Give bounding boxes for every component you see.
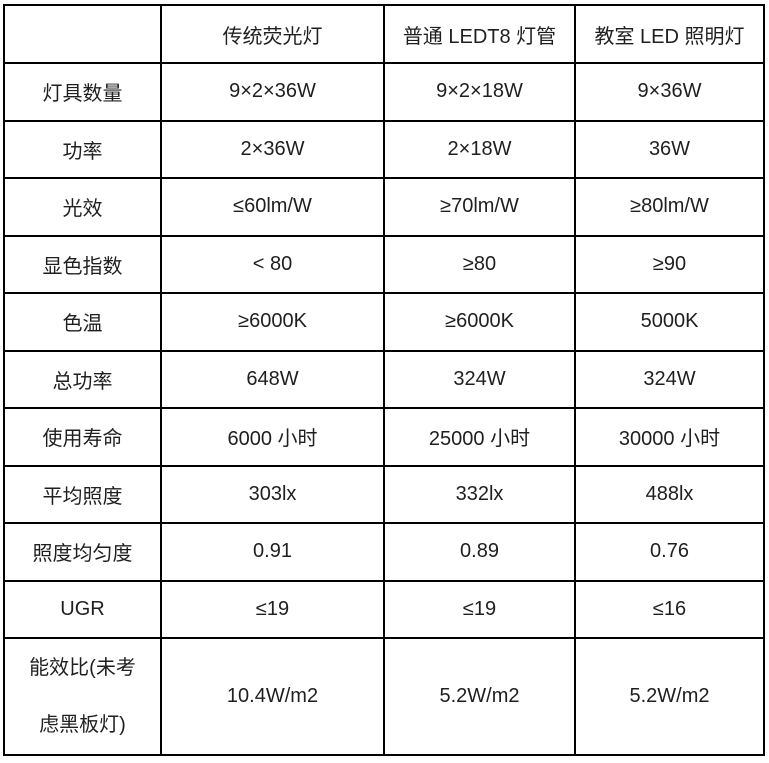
cell-value: ≥90 (574, 234, 765, 294)
cell-value: < 80 (160, 234, 385, 294)
row-label: 光效 (3, 177, 162, 237)
cell-value: ≤19 (383, 579, 576, 639)
cell-value: ≥80 (383, 234, 576, 294)
cell-value: 2×36W (160, 119, 385, 179)
cell-value: ≤60lm/W (160, 177, 385, 237)
cell-value: 5.2W/m2 (383, 637, 576, 756)
cell-value: 9×36W (574, 62, 765, 122)
header-row: 传统荧光灯 普通 LEDT8 灯管 教室 LED 照明灯 (3, 4, 765, 64)
cell-value: 2×18W (383, 119, 576, 179)
cell-value: 30000 小时 (574, 407, 765, 467)
cell-value: ≥6000K (383, 292, 576, 352)
table-row-uniformity: 照度均匀度 0.91 0.89 0.76 (3, 522, 765, 582)
cell-value: ≤19 (160, 579, 385, 639)
column-header-classroom-led: 教室 LED 照明灯 (574, 4, 765, 64)
row-label: 照度均匀度 (3, 522, 162, 582)
row-label: 总功率 (3, 349, 162, 409)
table-row-luminous-efficacy: 光效 ≤60lm/W ≥70lm/W ≥80lm/W (3, 177, 765, 237)
cell-value: 9×2×18W (383, 62, 576, 122)
row-label: 使用寿命 (3, 407, 162, 467)
row-label: 功率 (3, 119, 162, 179)
cell-value: 648W (160, 349, 385, 409)
cell-value: 10.4W/m2 (160, 637, 385, 756)
table-row-lifespan: 使用寿命 6000 小时 25000 小时 30000 小时 (3, 407, 765, 467)
row-label: 色温 (3, 292, 162, 352)
cell-value: ≥70lm/W (383, 177, 576, 237)
corner-cell (3, 4, 162, 64)
cell-value: 0.76 (574, 522, 765, 582)
cell-value: 324W (383, 349, 576, 409)
row-label: 能效比(未考 虑黑板灯) (3, 637, 162, 756)
cell-value: 332lx (383, 464, 576, 524)
cell-value: 324W (574, 349, 765, 409)
column-header-led-t8: 普通 LEDT8 灯管 (383, 4, 576, 64)
lighting-comparison-table: 传统荧光灯 普通 LEDT8 灯管 教室 LED 照明灯 灯具数量 9×2×36… (3, 4, 765, 756)
row-label: 显色指数 (3, 234, 162, 294)
cell-value: 488lx (574, 464, 765, 524)
cell-value: 0.89 (383, 522, 576, 582)
cell-value: 6000 小时 (160, 407, 385, 467)
table-row-ugr: UGR ≤19 ≤19 ≤16 (3, 579, 765, 639)
cell-value: ≤16 (574, 579, 765, 639)
cell-value: 9×2×36W (160, 62, 385, 122)
cell-value: 36W (574, 119, 765, 179)
row-label: 灯具数量 (3, 62, 162, 122)
table-row-avg-illuminance: 平均照度 303lx 332lx 488lx (3, 464, 765, 524)
table-row-energy-efficiency-ratio: 能效比(未考 虑黑板灯) 10.4W/m2 5.2W/m2 5.2W/m2 (3, 637, 765, 756)
cell-value: 303lx (160, 464, 385, 524)
column-header-fluorescent: 传统荧光灯 (160, 4, 385, 64)
table-row-total-power: 总功率 648W 324W 324W (3, 349, 765, 409)
cell-value: 0.91 (160, 522, 385, 582)
cell-value: ≥80lm/W (574, 177, 765, 237)
row-label: UGR (3, 579, 162, 639)
table-row-power: 功率 2×36W 2×18W 36W (3, 119, 765, 179)
table-row-cri: 显色指数 < 80 ≥80 ≥90 (3, 234, 765, 294)
table-row-lamp-count: 灯具数量 9×2×36W 9×2×18W 9×36W (3, 62, 765, 122)
cell-value: 25000 小时 (383, 407, 576, 467)
cell-value: 5.2W/m2 (574, 637, 765, 756)
table-row-color-temperature: 色温 ≥6000K ≥6000K 5000K (3, 292, 765, 352)
cell-value: ≥6000K (160, 292, 385, 352)
row-label: 平均照度 (3, 464, 162, 524)
cell-value: 5000K (574, 292, 765, 352)
